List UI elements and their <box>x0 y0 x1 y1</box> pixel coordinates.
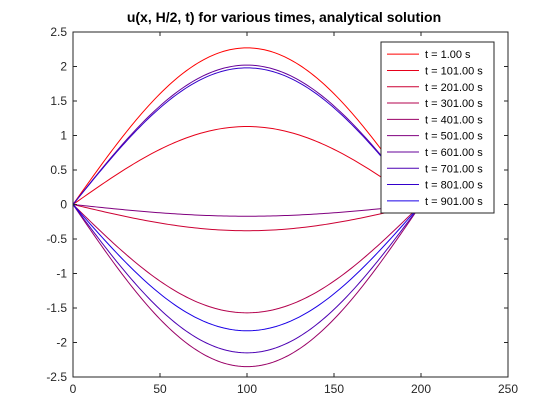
y-tick-label: 0.5 <box>50 163 67 177</box>
legend-label-3: t = 201.00 s <box>425 82 483 94</box>
y-tick-label: -2 <box>56 336 67 350</box>
x-tick-label: 50 <box>153 382 167 396</box>
series-line-2 <box>73 127 421 205</box>
y-tick-label: -1 <box>56 267 67 281</box>
y-tick-label: 1.5 <box>50 94 67 108</box>
legend-label-2: t = 101.00 s <box>425 65 483 77</box>
y-tick-label: -0.5 <box>46 232 67 246</box>
x-tick-label: 200 <box>411 382 431 396</box>
series-line-7 <box>73 65 421 204</box>
series-line-4 <box>73 205 421 313</box>
legend-label-9: t = 801.00 s <box>425 180 483 192</box>
x-tick-label: 150 <box>324 382 344 396</box>
legend-label-7: t = 601.00 s <box>425 147 483 159</box>
y-tick-label: -2.5 <box>46 370 67 384</box>
x-tick-label: 0 <box>70 382 77 396</box>
series-line-5 <box>73 205 421 367</box>
series-line-10 <box>73 205 421 331</box>
legend-label-5: t = 401.00 s <box>425 114 483 126</box>
legend-label-10: t = 901.00 s <box>425 196 483 208</box>
y-tick-label: 2 <box>60 60 67 74</box>
legend-label-4: t = 301.00 s <box>425 98 483 110</box>
legend: t = 1.00 s t = 101.00 s t = 201.00 s t = 30… <box>381 42 494 213</box>
series-line-9 <box>73 68 421 205</box>
legend-label-6: t = 501.00 s <box>425 131 483 143</box>
series-lines <box>73 48 421 367</box>
y-tick-label: 0 <box>60 198 67 212</box>
y-tick-label: 1 <box>60 129 67 143</box>
legend-label-1: t = 1.00 s <box>425 49 471 61</box>
chart-title: u(x, H/2, t) for various times, analytic… <box>127 9 441 25</box>
y-tick-label: 2.5 <box>50 25 67 39</box>
legend-label-8: t = 701.00 s <box>425 163 483 175</box>
y-tick-label: -1.5 <box>46 301 67 315</box>
series-line-6 <box>73 205 421 217</box>
x-tick-label: 250 <box>498 382 518 396</box>
series-line-3 <box>73 205 421 231</box>
x-tick-label: 100 <box>237 382 257 396</box>
